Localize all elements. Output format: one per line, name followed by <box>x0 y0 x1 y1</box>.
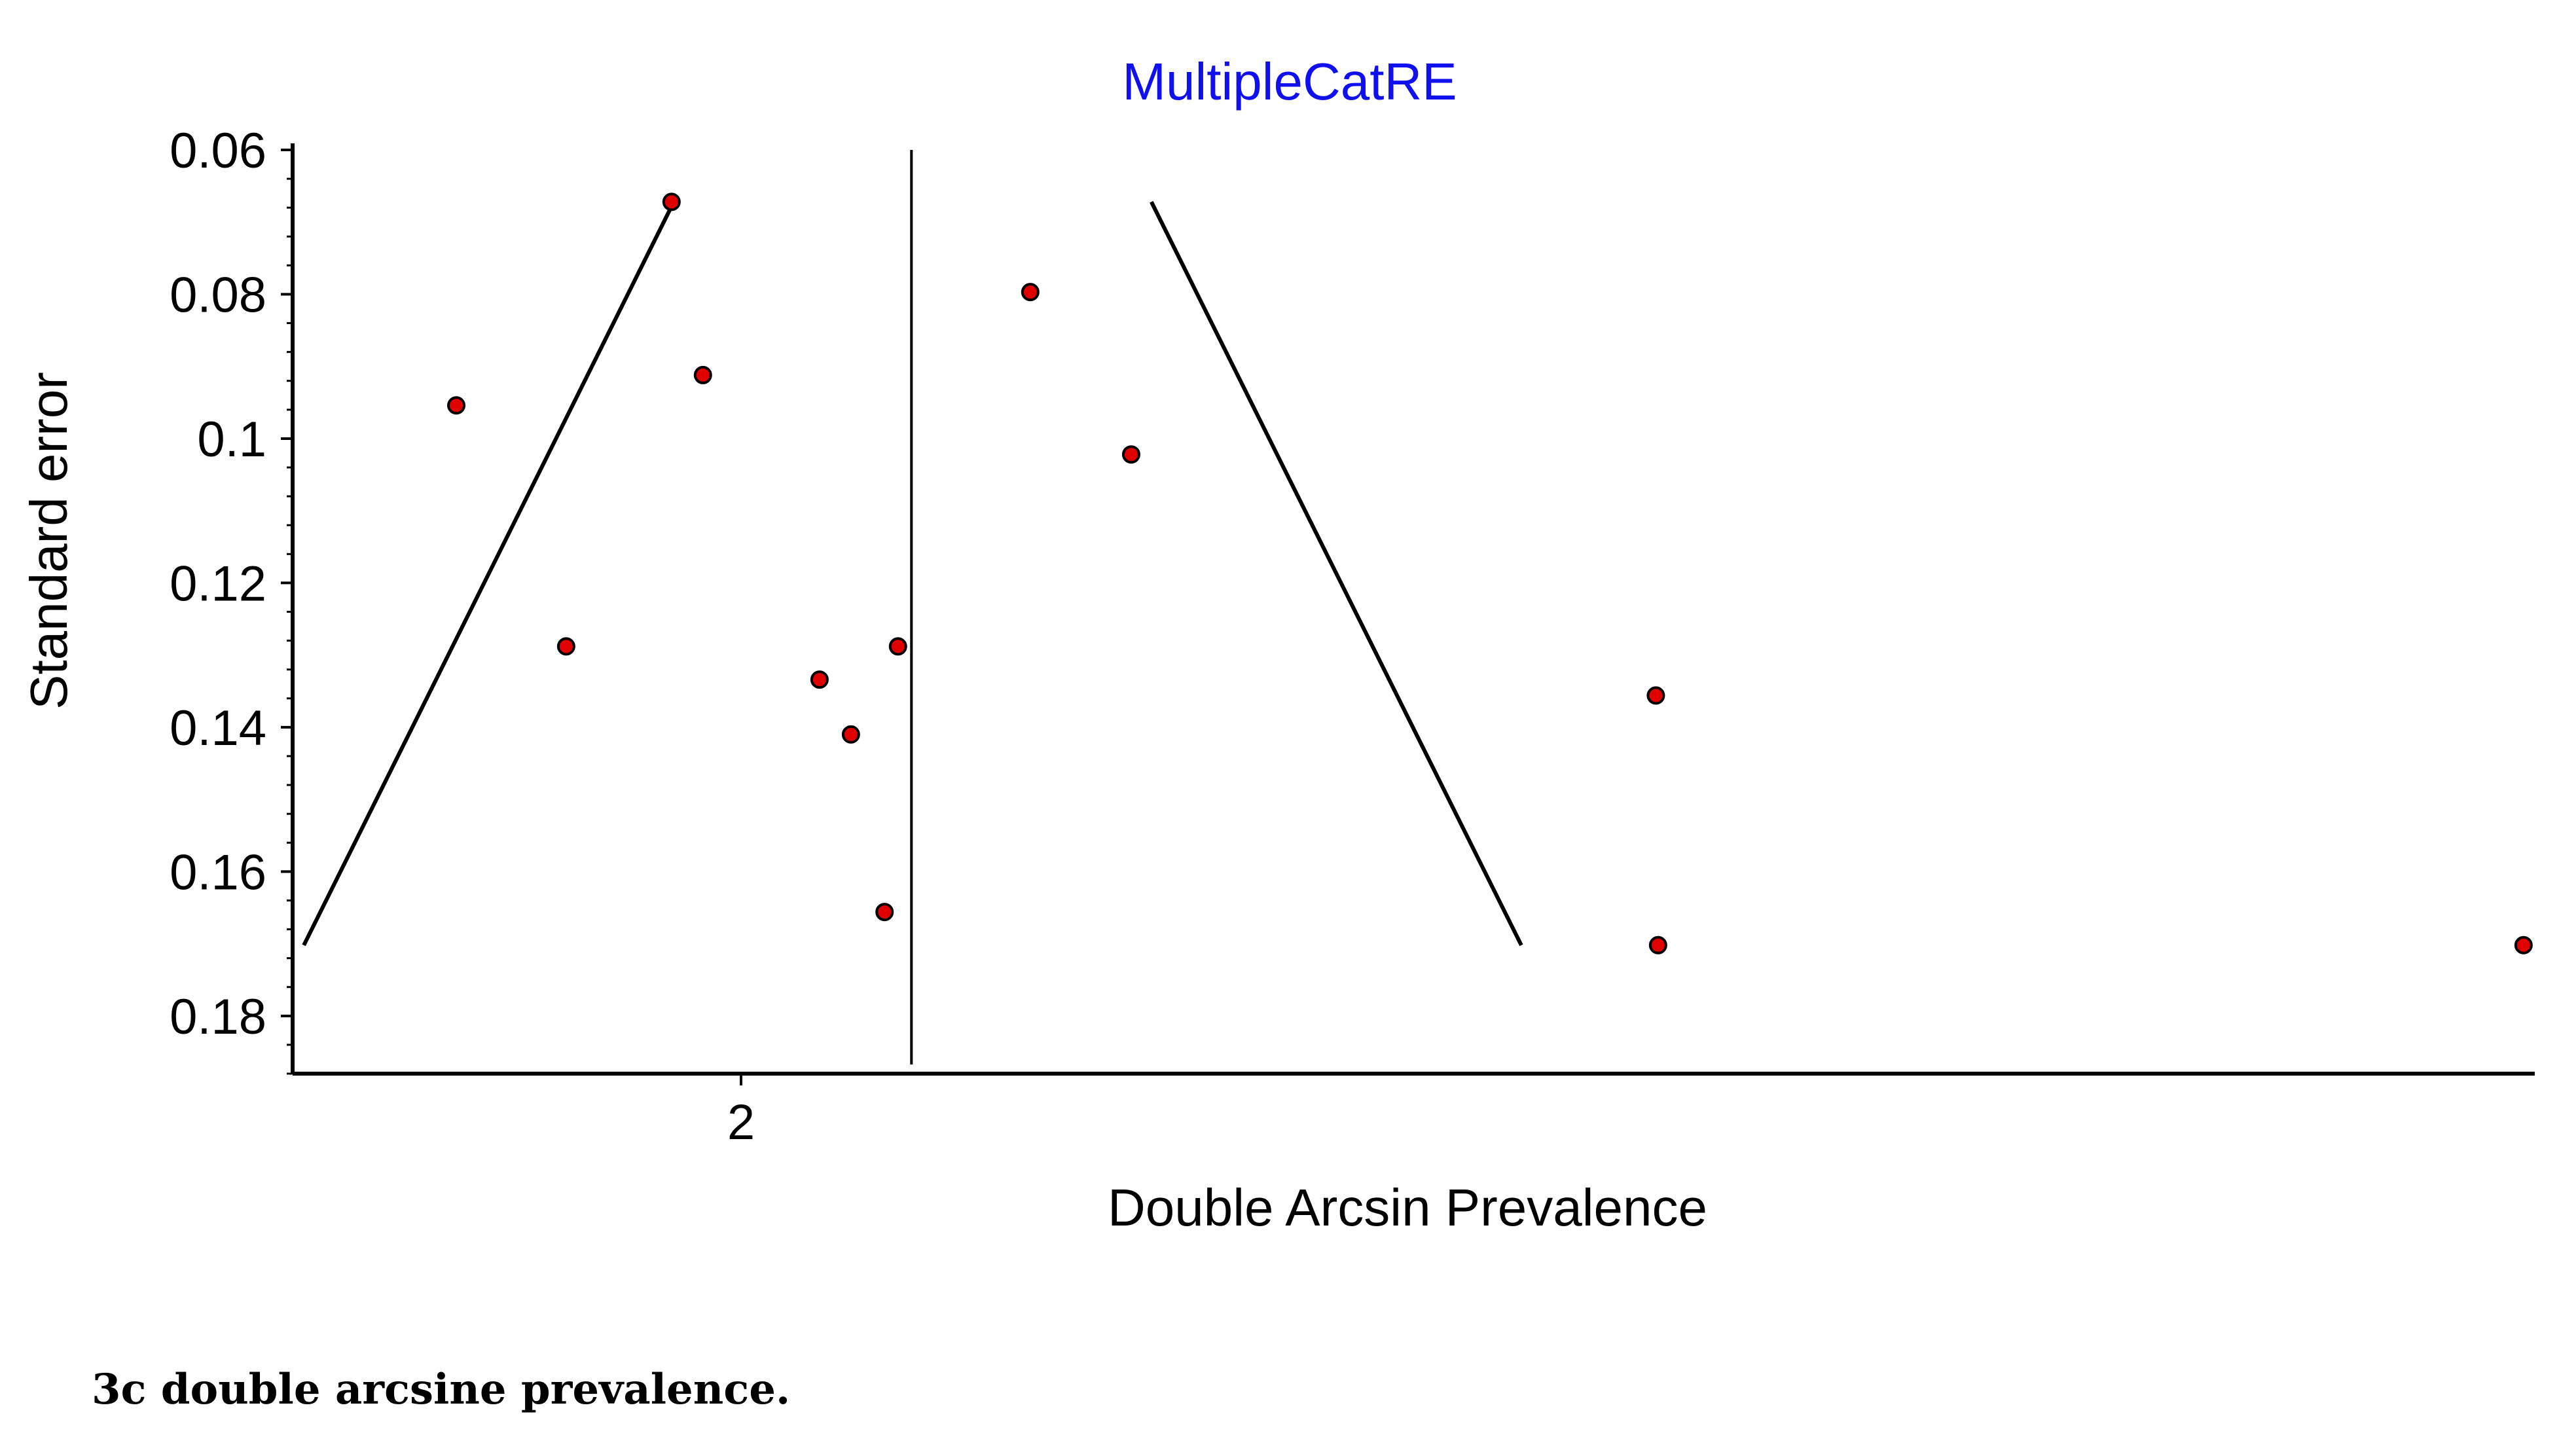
study-point <box>662 192 681 211</box>
plot-area: 0.06 0.08 0.1 0.12 0.14 0.16 0.18 2 <box>170 123 2535 1150</box>
y-axis-label: Standard error <box>20 372 78 710</box>
funnel-right-limit <box>1150 201 1523 947</box>
figure-caption: 3c double arcsine prevalence. <box>92 1365 791 1414</box>
y-tick-label: 0.1 <box>197 412 266 467</box>
study-point <box>875 903 894 922</box>
y-tick-label: 0.16 <box>170 845 266 900</box>
study-point <box>841 725 860 744</box>
study-point <box>1021 283 1040 302</box>
study-point <box>1646 686 1665 705</box>
study-point <box>810 670 829 689</box>
study-point <box>1121 445 1140 464</box>
funnel-left-limit <box>302 201 676 947</box>
chart-title: MultipleCatRE <box>1122 52 1457 111</box>
study-point <box>2514 936 2533 954</box>
y-tick-label: 0.12 <box>170 556 266 611</box>
study-point <box>556 637 575 656</box>
study-point <box>693 365 712 384</box>
y-tick-label: 0.18 <box>170 989 266 1045</box>
x-axis-label: Double Arcsin Prevalence <box>1108 1178 1707 1237</box>
y-tick-label: 0.08 <box>170 267 266 323</box>
x-tick-label: 2 <box>727 1095 755 1150</box>
study-point <box>1648 936 1667 954</box>
y-tick-label: 0.06 <box>170 123 266 179</box>
study-point <box>447 396 466 415</box>
y-tick-label: 0.14 <box>170 700 266 756</box>
study-point <box>888 637 907 656</box>
